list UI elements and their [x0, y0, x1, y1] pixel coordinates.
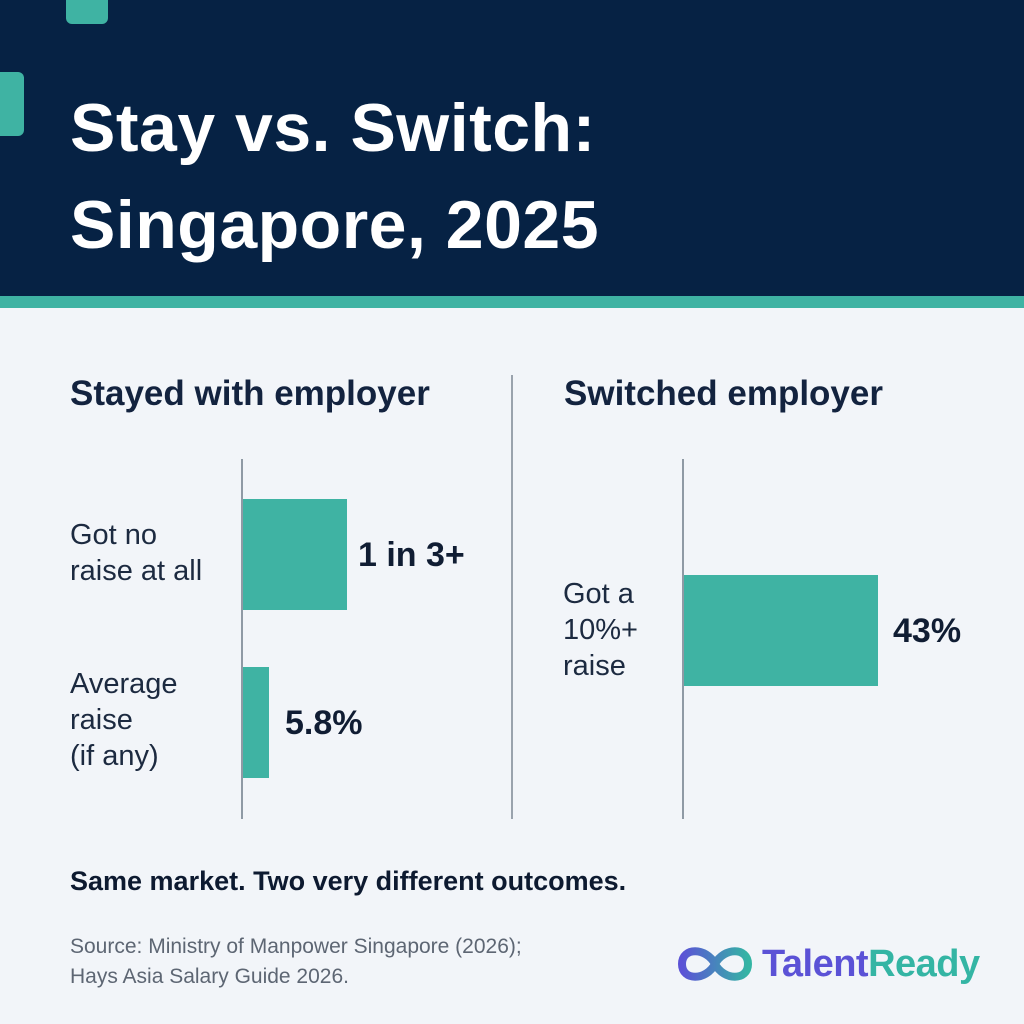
- source-line: Hays Asia Salary Guide 2026.: [70, 965, 349, 988]
- stayed-chart-axis: [241, 459, 243, 819]
- source-line: Source: Ministry of Manpower Singapore (…: [70, 935, 522, 958]
- switched-panel-heading: Switched employer: [564, 374, 883, 413]
- title-line: Stay vs. Switch:: [70, 90, 596, 166]
- row-label-line: 10%+: [563, 614, 638, 646]
- row-label-line: raise at all: [70, 555, 203, 587]
- ten-percent-raise-row-label: Got a 10%+ raise: [563, 576, 638, 684]
- brand-name-part: Talent: [762, 942, 869, 985]
- row-label-line: Got no: [70, 519, 158, 551]
- average-raise-bar: [243, 667, 269, 778]
- row-label-line: (if any): [70, 740, 159, 772]
- row-label-line: raise: [563, 650, 626, 682]
- no-raise-row-label: Got no raise at all: [70, 517, 202, 589]
- row-label-line: Average: [70, 668, 178, 700]
- stayed-panel-heading: Stayed with employer: [70, 374, 430, 413]
- ten-percent-raise-bar: [684, 575, 878, 686]
- row-label-line: Got a: [563, 578, 634, 610]
- title-line: Singapore, 2025: [70, 186, 600, 263]
- page-title: Stay vs. Switch: Singapore, 2025: [70, 80, 970, 273]
- header-banner: Stay vs. Switch: Singapore, 2025: [0, 0, 1024, 296]
- accent-tab-decoration: [66, 0, 108, 24]
- panel-divider: [511, 375, 513, 819]
- average-raise-row-label: Average raise (if any): [70, 666, 178, 774]
- no-raise-value-label: 1 in 3+: [358, 536, 465, 574]
- switched-chart-axis: [682, 459, 684, 819]
- ten-percent-raise-value-label: 43%: [893, 612, 962, 650]
- accent-strip: [0, 296, 1024, 308]
- source-note: Source: Ministry of Manpower Singapore (…: [70, 932, 522, 992]
- tagline: Same market. Two very different outcomes…: [70, 866, 627, 896]
- average-raise-value-label: 5.8%: [285, 704, 363, 742]
- brand-name: TalentReady: [762, 943, 980, 986]
- row-label-line: raise: [70, 704, 133, 736]
- no-raise-bar: [243, 499, 347, 610]
- brand-name-part: Ready: [868, 942, 980, 985]
- accent-tab-decoration: [0, 72, 24, 136]
- infinity-loop-icon: [677, 947, 753, 981]
- brand-logo-lockup: TalentReady: [676, 936, 980, 992]
